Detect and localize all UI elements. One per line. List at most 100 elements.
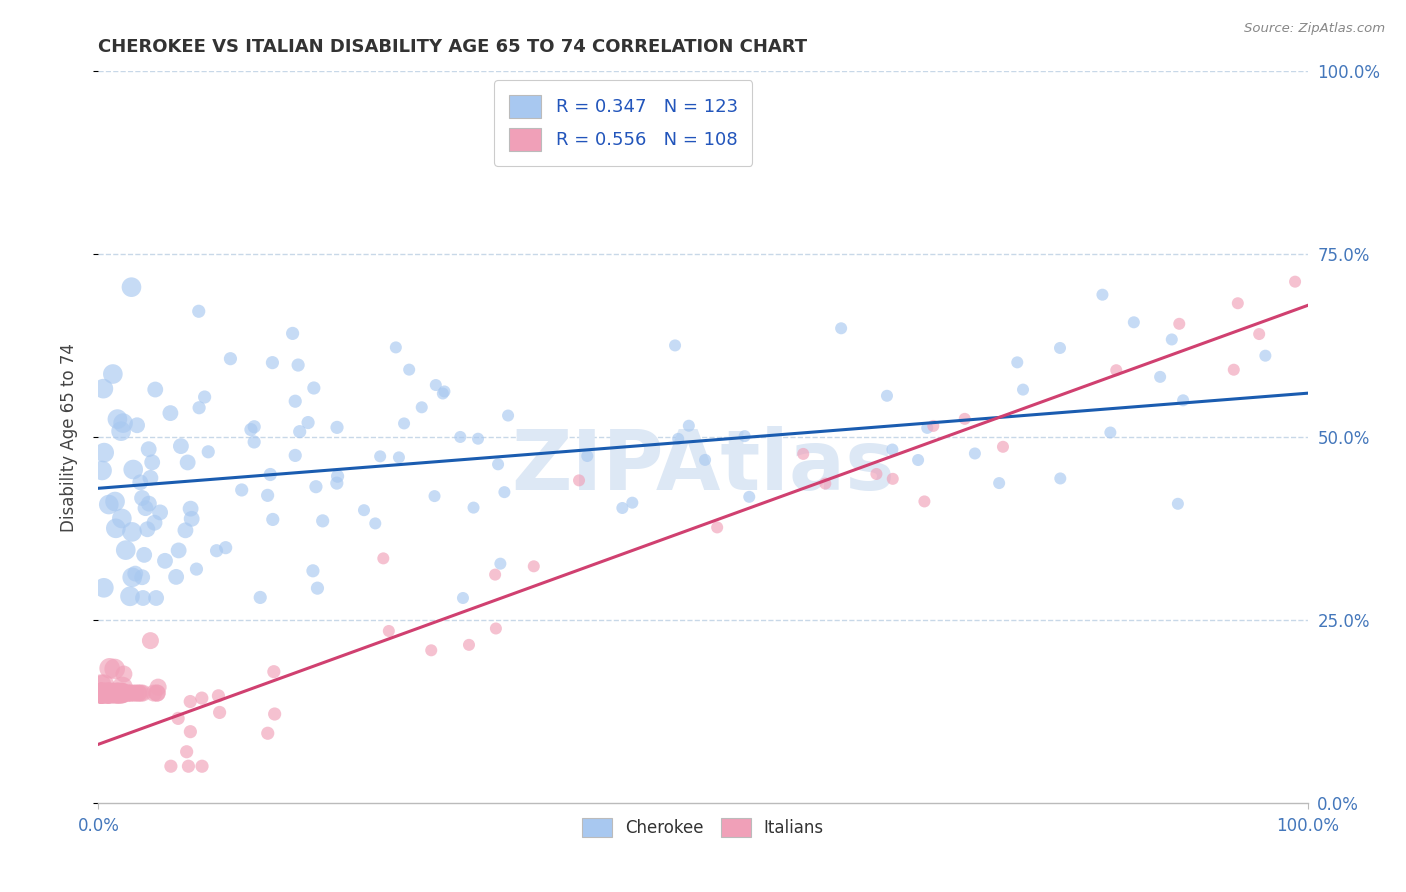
Point — [91, 463, 114, 477]
Point — [1049, 471, 1071, 485]
Point — [484, 567, 506, 582]
Point — [378, 624, 401, 638]
Point — [117, 686, 139, 700]
Point — [94, 686, 117, 700]
Point — [121, 570, 143, 584]
Point — [100, 686, 122, 700]
Point — [90, 686, 112, 700]
Point — [167, 711, 190, 725]
Point — [110, 686, 132, 700]
Point — [98, 661, 121, 675]
Point — [180, 512, 202, 526]
Point — [1099, 425, 1122, 440]
Point — [433, 384, 456, 399]
Point — [239, 423, 262, 437]
Point — [882, 472, 904, 486]
Point — [256, 488, 278, 502]
Point — [302, 564, 325, 578]
Point — [311, 514, 333, 528]
Point — [131, 491, 153, 505]
Point — [143, 383, 166, 397]
Point — [138, 442, 160, 457]
Point — [90, 686, 112, 700]
Point — [136, 522, 159, 536]
Point — [326, 420, 349, 434]
Point — [486, 458, 509, 472]
Point — [93, 382, 115, 396]
Point — [326, 476, 349, 491]
Point — [143, 516, 166, 530]
Point — [249, 591, 271, 605]
Point — [1168, 317, 1191, 331]
Point — [179, 724, 201, 739]
Point — [187, 304, 209, 318]
Point — [112, 416, 135, 430]
Point — [90, 686, 112, 700]
Point — [131, 570, 153, 584]
Point — [90, 686, 112, 700]
Point — [191, 759, 214, 773]
Point — [97, 686, 120, 700]
Point — [215, 541, 238, 555]
Point — [107, 412, 129, 426]
Point — [568, 474, 591, 488]
Point — [90, 686, 112, 700]
Point — [953, 412, 976, 426]
Point — [124, 686, 146, 700]
Point — [93, 581, 115, 595]
Point — [93, 686, 115, 700]
Point — [174, 524, 197, 538]
Legend: Cherokee, Italians: Cherokee, Italians — [574, 810, 832, 846]
Point — [117, 686, 139, 700]
Point — [108, 686, 131, 700]
Point — [111, 686, 134, 700]
Point — [1249, 326, 1271, 341]
Point — [1149, 370, 1171, 384]
Point — [1160, 333, 1182, 347]
Point — [90, 686, 112, 700]
Point — [107, 686, 129, 700]
Point — [146, 686, 169, 700]
Point — [134, 501, 156, 516]
Point — [693, 453, 716, 467]
Point — [188, 401, 211, 415]
Point — [124, 566, 146, 581]
Point — [458, 638, 481, 652]
Point — [107, 686, 129, 700]
Point — [97, 686, 120, 700]
Point — [307, 581, 329, 595]
Point — [146, 680, 169, 694]
Point — [1223, 362, 1246, 376]
Point — [398, 362, 420, 376]
Point — [243, 419, 266, 434]
Point — [132, 686, 155, 700]
Point — [114, 686, 136, 700]
Point — [128, 686, 150, 700]
Point — [90, 686, 112, 700]
Point — [97, 686, 120, 700]
Point — [814, 476, 837, 491]
Point — [127, 686, 149, 700]
Point — [281, 326, 304, 341]
Point — [179, 694, 201, 708]
Point — [97, 498, 120, 512]
Point — [666, 432, 689, 446]
Point — [170, 439, 193, 453]
Point — [256, 726, 278, 740]
Point — [496, 409, 519, 423]
Point — [263, 665, 285, 679]
Point — [93, 678, 115, 692]
Point — [1012, 383, 1035, 397]
Point — [219, 351, 242, 366]
Point — [423, 489, 446, 503]
Point — [97, 686, 120, 700]
Point — [104, 521, 127, 535]
Point — [385, 340, 408, 354]
Point — [145, 591, 167, 605]
Point — [284, 449, 307, 463]
Point — [988, 476, 1011, 491]
Point — [326, 469, 349, 483]
Point — [104, 494, 127, 508]
Point — [392, 417, 415, 431]
Point — [90, 686, 112, 700]
